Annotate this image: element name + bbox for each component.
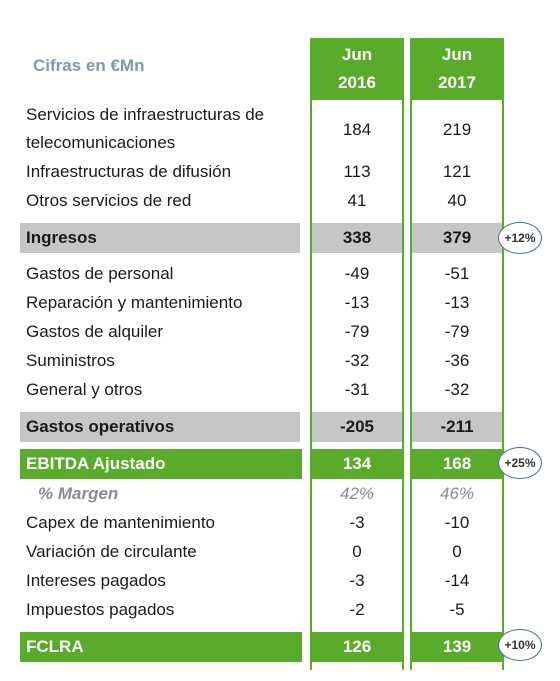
- column-header-2016: Jun 2016: [310, 38, 404, 100]
- table-row: Suministros -32 -36: [0, 347, 560, 375]
- cell-2016: 0: [352, 542, 362, 561]
- ingresos-band-2016: [312, 223, 402, 253]
- row-label: Reparación y mantenimiento: [26, 293, 243, 312]
- cell-2016: 42%: [339, 484, 375, 503]
- column-header-2016-line1: Jun: [341, 45, 373, 64]
- table-row-gastos-operativos: Gastos operativos -205 -211: [0, 413, 560, 441]
- fclra-band: [20, 632, 302, 662]
- ebitda-band: [20, 449, 302, 479]
- cell-2016: -205: [339, 417, 375, 436]
- cell-2016: 113: [343, 162, 371, 181]
- cell-2017: -51: [444, 264, 470, 283]
- row-label: Intereses pagados: [26, 571, 166, 590]
- row-label: Impuestos pagados: [26, 600, 175, 619]
- row-label: Capex de mantenimiento: [26, 513, 216, 532]
- row-label: Gastos de alquiler: [26, 322, 164, 341]
- row-label: Gastos de personal: [26, 264, 174, 283]
- cell-2016: 134: [342, 454, 372, 473]
- cell-2017: -32: [444, 380, 470, 399]
- row-label: telecomunicaciones: [26, 133, 176, 152]
- cell-2017: 0: [452, 542, 462, 561]
- table-row: Gastos de personal -49 -51: [0, 260, 560, 288]
- cell-2017: 168: [442, 454, 472, 473]
- cell-2016: -49: [344, 264, 370, 283]
- gastos-band: [20, 412, 300, 442]
- cell-2017: -36: [444, 351, 470, 370]
- table-row: Impuestos pagados -2 -5: [0, 596, 560, 624]
- cell-2017: 379: [442, 228, 472, 247]
- column-2017-frame: [410, 38, 504, 670]
- table-row: Otros servicios de red 41 40: [0, 187, 560, 215]
- cell-2017: -13: [444, 293, 470, 312]
- table-row-fclra: FCLRA 126 139: [0, 633, 560, 661]
- growth-badge-ebitda: +25%: [498, 447, 542, 479]
- cell-2016: -32: [344, 351, 370, 370]
- table-row: Variación de circulante 0 0: [0, 538, 560, 566]
- row-label: Suministros: [26, 351, 115, 370]
- row-label: FCLRA: [26, 637, 84, 656]
- table-row: Servicios de infraestructuras de telecom…: [0, 100, 560, 158]
- cell-2017: -79: [444, 322, 470, 341]
- table-row: Infraestructuras de difusión 113 121: [0, 158, 560, 186]
- cell-2017: -14: [444, 571, 470, 590]
- table-row-ebitda: EBITDA Ajustado 134 168: [0, 450, 560, 478]
- row-label: % Margen: [38, 484, 119, 503]
- row-label: Gastos operativos: [26, 417, 175, 436]
- ebitda-band-2017: [410, 449, 504, 479]
- fclra-band-2017: [410, 632, 504, 662]
- gastos-band-2017: [412, 412, 502, 442]
- cell-2017: 121: [442, 162, 472, 181]
- cell-2017: -10: [444, 513, 470, 532]
- cell-2016: -79: [344, 322, 370, 341]
- cell-2017: -5: [449, 600, 465, 619]
- cell-2017: 40: [447, 191, 467, 210]
- column-header-2017: Jun 2017: [410, 38, 504, 100]
- row-label: EBITDA Ajustado: [26, 454, 166, 473]
- cell-2017: 46%: [439, 484, 475, 503]
- cell-2016: 184: [342, 120, 372, 139]
- row-label: Otros servicios de red: [26, 191, 192, 210]
- row-label: Infraestructuras de difusión: [26, 162, 232, 181]
- table-row: Reparación y mantenimiento -13 -13: [0, 289, 560, 317]
- cell-2016: -3: [349, 571, 365, 590]
- ingresos-band-2017: [412, 223, 502, 253]
- cell-2016: 338: [342, 228, 372, 247]
- ingresos-band: [20, 223, 300, 253]
- cell-2016: 41: [347, 191, 367, 210]
- column-header-2017-line1: Jun: [441, 45, 473, 64]
- cell-2016: -31: [344, 380, 370, 399]
- cell-2017: -211: [440, 417, 474, 436]
- table-row: Capex de mantenimiento -3 -10: [0, 509, 560, 537]
- cell-2016: -2: [349, 600, 365, 619]
- fclra-band-2016: [310, 632, 404, 662]
- growth-badge-fclra: +10%: [498, 629, 542, 661]
- table-row: General y otros -31 -32: [0, 376, 560, 404]
- cell-2017: 139: [442, 637, 472, 656]
- cell-2016: 126: [342, 637, 372, 656]
- table-row: Intereses pagados -3 -14: [0, 567, 560, 595]
- row-label: Servicios de infraestructuras de: [26, 105, 265, 124]
- ebitda-band-2016: [310, 449, 404, 479]
- table-caption: Cifras en €Mn: [33, 56, 145, 75]
- table-row-margen: % Margen 42% 46%: [0, 480, 560, 508]
- gastos-band-2016: [312, 412, 402, 442]
- column-header-2016-line2: 2016: [338, 73, 376, 92]
- cell-2017: 219: [442, 120, 472, 139]
- column-header-2017-line2: 2017: [438, 73, 476, 92]
- cell-2016: -3: [349, 513, 365, 532]
- row-label: Variación de circulante: [26, 542, 197, 561]
- row-label: General y otros: [26, 380, 143, 399]
- cell-2016: -13: [344, 293, 370, 312]
- table-row: Gastos de alquiler -79 -79: [0, 318, 560, 346]
- column-2016-frame: [310, 38, 404, 670]
- table-row-ingresos: Ingresos 338 379: [0, 224, 560, 252]
- growth-badge-ingresos: +12%: [498, 222, 542, 254]
- row-label: Ingresos: [26, 228, 97, 247]
